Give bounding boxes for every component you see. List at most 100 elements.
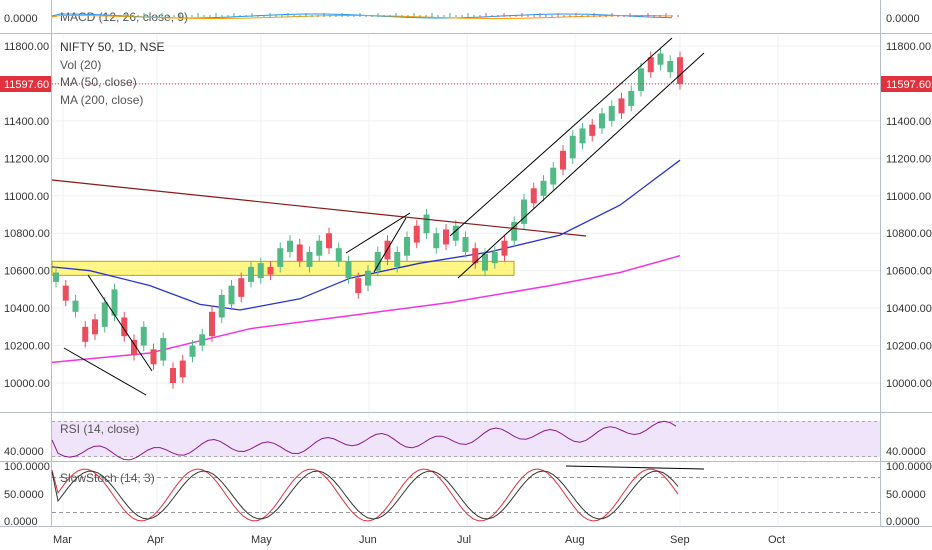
candle-body (452, 225, 459, 241)
rsi-right-tick: 40.0000 (886, 446, 926, 458)
candle-body (374, 251, 381, 271)
candle-body (491, 251, 498, 264)
candle-body (160, 338, 167, 361)
candle-body (530, 188, 537, 204)
candle-body (62, 285, 69, 301)
candle-body (404, 236, 410, 256)
candle-body (608, 105, 615, 121)
last-price-badge-right: 11597.60 (881, 76, 932, 92)
candle-body (92, 319, 98, 335)
candle-body (277, 248, 284, 267)
macd-lines (51, 13, 679, 19)
candle-body (501, 240, 508, 256)
channel-lower (457, 52, 705, 279)
last-price-right: 11597.60 (886, 79, 931, 91)
stoch-right-tick-100: 100.0000 (886, 461, 932, 473)
candle-body (657, 53, 664, 65)
candle-body (443, 229, 449, 245)
stoch-d-line (51, 470, 679, 520)
price-tick-right: 10000.00 (886, 378, 932, 390)
price-pane[interactable]: 10000.00 10200.00 10400.00 10600.00 10800.00… (0, 37, 932, 396)
time-tick: Apr (147, 534, 164, 546)
price-tick-right: 11200.00 (886, 153, 931, 165)
ma50-line (51, 159, 681, 311)
candle-body (72, 300, 79, 312)
price-tick-right: 11800.00 (886, 41, 931, 53)
candle-body (472, 248, 479, 264)
channel-upper (449, 37, 673, 237)
price-axis-left: 10000.00 10200.00 10400.00 10600.00 10800.00… (4, 41, 50, 390)
price-tick-right: 10600.00 (886, 266, 932, 278)
candle-body (569, 135, 576, 159)
candle-body (238, 278, 245, 297)
rsi-pane[interactable]: RSI (14, close) 40.0000 40.0000 (4, 420, 926, 461)
price-tick-right: 11000.00 (886, 191, 931, 203)
stoch-label: SlowStoch (14, 3) (60, 471, 155, 485)
price-tick-right: 11400.00 (886, 116, 931, 128)
macd-label: MACD (12, 26, close, 9) (60, 10, 188, 24)
candle-body (579, 128, 586, 144)
stoch-left-tick-50: 50.0000 (4, 489, 44, 501)
candle-body (618, 98, 625, 114)
stoch-left-tick-100: 100.0000 (4, 461, 50, 473)
candle-body (111, 289, 118, 316)
last-price-left: 11597.60 (4, 79, 49, 91)
candle-body (521, 199, 527, 224)
time-tick: Jun (359, 534, 377, 546)
candle-body (131, 339, 137, 355)
candle-body (53, 272, 59, 282)
stoch-right-tick-0: 0.0000 (886, 516, 920, 528)
rsi-left-tick: 40.0000 (4, 446, 44, 458)
price-tick-left: 11400.00 (4, 116, 49, 128)
stoch-left-tick-0: 0.0000 (4, 516, 38, 528)
time-tick: Sep (670, 534, 690, 546)
symbol-title: NIFTY 50, 1D, NSE (60, 40, 164, 54)
candle-body (179, 360, 186, 378)
last-price-badge-left: 11597.60 (0, 76, 51, 92)
rising-wedge-lower (373, 217, 407, 273)
candle-body (540, 180, 547, 196)
time-tick: Jul (457, 534, 471, 546)
candle-body (189, 345, 196, 357)
rsi-label: RSI (14, close) (60, 422, 139, 436)
macd-pane[interactable]: MACD (12, 26, close, 9) 0.0000 0.0000 (4, 10, 920, 25)
candle-body (647, 57, 654, 73)
candle-body (170, 368, 176, 383)
candle-body (257, 263, 264, 279)
trendline-resistance (51, 179, 587, 237)
stoch-right-tick-50: 50.0000 (886, 489, 926, 501)
price-tick-left: 11200.00 (4, 153, 49, 165)
stoch-lines (51, 465, 705, 522)
stoch-divergence-line (565, 465, 705, 470)
stoch-k-line (51, 468, 679, 522)
ma200-path (51, 254, 681, 364)
candle-body (628, 90, 635, 106)
candle-body (511, 221, 518, 241)
candle-body (306, 251, 313, 267)
candle-body (560, 150, 566, 170)
falling-wedge-upper (87, 274, 153, 372)
rsi-line (51, 420, 677, 461)
price-axis-right[interactable]: 10000.00 10200.00 10400.00 10600.00 10800.00… (886, 41, 932, 390)
candlestick-series (53, 47, 683, 389)
candle-body (365, 270, 371, 286)
price-tick-left: 10800.00 (4, 228, 50, 240)
candle-body (316, 240, 323, 256)
candle-body (413, 225, 420, 243)
price-tick-left: 10000.00 (4, 378, 50, 390)
price-tick-left: 11000.00 (4, 191, 49, 203)
ma50-path (51, 159, 681, 311)
study-ma50: MA (50, close) (60, 75, 137, 89)
candle-body (423, 214, 430, 234)
time-axis[interactable]: Mar Apr May Jun Jul Aug Sep Oct (53, 534, 785, 546)
trendline-drawings[interactable] (51, 37, 705, 396)
candle-body (140, 326, 147, 346)
price-tick-left: 11800.00 (4, 41, 49, 53)
time-tick: Aug (565, 534, 585, 546)
candle-body (267, 266, 274, 275)
candle-body (599, 113, 605, 129)
candle-body (433, 233, 440, 249)
stoch-pane[interactable]: SlowStoch (14, 3) 100.0000 50.0000 0.000… (4, 461, 932, 528)
price-tick-left: 10200.00 (4, 341, 50, 353)
